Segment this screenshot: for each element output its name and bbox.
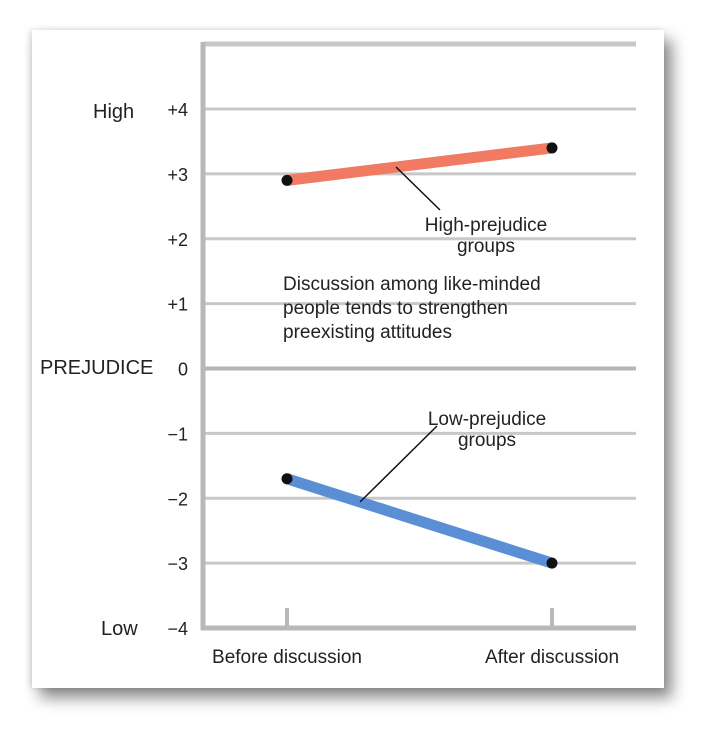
series-line	[286, 142, 553, 186]
y-tick-label: +1	[167, 295, 188, 315]
low-group-label-line1: Low-prejudice	[428, 409, 546, 430]
high-group-label-line2: groups	[457, 236, 515, 257]
figure-card: −4 −3 −2 −1 0 +1 +2 +3 +4 Before discussion After…	[32, 30, 664, 688]
y-high-label: High	[93, 101, 134, 123]
y-tick-label: +4	[167, 100, 188, 120]
data-point	[281, 174, 293, 186]
data-point	[281, 473, 293, 485]
y-low-label: Low	[101, 618, 138, 640]
high-group-label-line1: High-prejudice	[425, 215, 548, 236]
note-line2: people tends to strengthen	[283, 298, 508, 319]
y-tick-label: 0	[178, 360, 188, 380]
annotation-leader-lines	[359, 166, 441, 503]
axes	[200, 41, 636, 631]
y-tick-label: −3	[167, 554, 188, 574]
y-tick-labels: −4 −3 −2 −1 0 +1 +2 +3 +4	[167, 100, 188, 639]
y-axis-label: PREJUDICE	[40, 357, 153, 379]
low-group-label-line2: groups	[458, 430, 516, 451]
series-lines	[281, 142, 558, 569]
y-tick-label: +2	[167, 230, 188, 250]
note-line3: preexisting attitudes	[283, 322, 452, 343]
low-group-leader-line	[359, 425, 438, 503]
x-tick-label: After discussion	[485, 647, 619, 668]
y-tick-label: −4	[167, 619, 188, 639]
y-tick-label: −1	[167, 424, 188, 444]
series-line	[285, 473, 554, 569]
y-tick-label: −2	[167, 489, 188, 509]
x-tick-label: Before discussion	[212, 647, 362, 668]
data-point	[546, 142, 558, 154]
y-tick-label: +3	[167, 165, 188, 185]
high-group-leader-line	[395, 166, 441, 211]
x-tick-labels: Before discussion After discussion	[212, 647, 619, 668]
data-point	[546, 557, 558, 569]
grid-lines	[203, 107, 636, 565]
note-line1: Discussion among like-minded	[283, 274, 541, 295]
